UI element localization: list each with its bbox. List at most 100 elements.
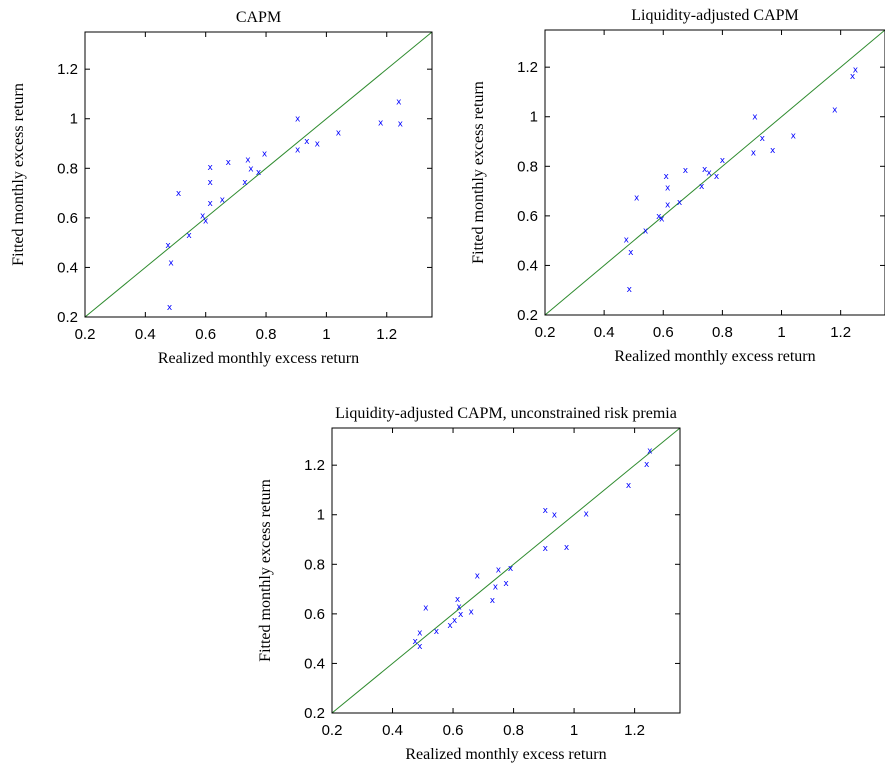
data-point: x (508, 564, 514, 574)
data-point: x (168, 258, 174, 268)
data-point: x (853, 66, 859, 76)
y-tick-label: 1.2 (517, 59, 538, 76)
data-point: x (584, 510, 590, 520)
data-point: x (458, 610, 464, 620)
x-tick-label: 0.8 (712, 324, 733, 341)
x-axis-label: Realized monthly excess return (405, 746, 606, 763)
y-tick-label: 0.6 (517, 208, 538, 225)
data-point: x (503, 579, 509, 589)
data-point: x (552, 511, 558, 521)
y-tick-label: 1.2 (57, 61, 78, 78)
data-point: x (220, 195, 226, 205)
data-point: x (456, 602, 462, 612)
y-axis-label: Fitted monthly excess return (470, 81, 487, 264)
data-point: x (378, 118, 384, 128)
data-point: x (295, 146, 301, 156)
data-point: x (624, 235, 630, 245)
data-point: x (664, 172, 670, 182)
data-point: x (423, 604, 429, 614)
x-tick-label: 0.6 (195, 326, 216, 343)
data-point: x (496, 565, 502, 575)
data-point: x (751, 149, 757, 159)
chart-title: CAPM (236, 9, 281, 26)
data-point: x (208, 163, 214, 173)
y-tick-label: 1 (70, 111, 78, 128)
plot-frame (544, 29, 885, 316)
data-point: x (850, 72, 856, 82)
data-point: x (455, 595, 461, 605)
data-point: x (752, 113, 758, 123)
x-tick-label: 0.4 (594, 324, 615, 341)
data-point: x (760, 134, 766, 144)
data-point: x (543, 506, 549, 516)
data-point: x (643, 227, 649, 237)
y-tick-label: 0.2 (304, 705, 325, 722)
x-tick-label: 0.4 (135, 326, 156, 343)
data-point: x (452, 616, 458, 626)
data-point: x (656, 212, 662, 222)
data-point: x (200, 211, 206, 221)
data-point: x (475, 571, 481, 581)
data-point: x (647, 446, 653, 456)
reference-line (544, 29, 885, 316)
plot-frame (331, 427, 681, 714)
data-point: x (256, 168, 262, 178)
data-point: x (262, 149, 268, 159)
x-tick-label: 1.2 (624, 722, 645, 739)
chart-title: Liquidity-adjusted CAPM (631, 7, 799, 24)
x-tick-label: 1.2 (830, 324, 851, 341)
data-point: x (208, 178, 214, 188)
y-tick-label: 0.4 (57, 259, 78, 276)
data-point: x (665, 183, 671, 193)
data-point: x (413, 637, 419, 647)
data-point: x (677, 198, 683, 208)
data-point: x (634, 193, 640, 203)
data-point: x (832, 105, 838, 115)
reference-line (331, 427, 681, 714)
data-point: x (720, 156, 726, 166)
y-tick-label: 1 (317, 507, 325, 524)
data-point: x (165, 241, 171, 251)
data-point: x (295, 115, 301, 125)
data-point: x (493, 583, 499, 593)
data-point: x (398, 120, 404, 130)
x-tick-label: 0.4 (382, 722, 403, 739)
data-point: x (714, 172, 720, 182)
data-point: x (304, 137, 310, 147)
x-tick-label: 1 (570, 722, 578, 739)
data-point: x (176, 189, 182, 199)
y-tick-label: 0.2 (517, 307, 538, 324)
data-point: x (186, 231, 192, 241)
data-point: x (469, 607, 475, 617)
x-tick-label: 1 (322, 326, 330, 343)
x-tick-label: 0.6 (443, 722, 464, 739)
chart-panel-1: 0.2 0.4 0.6 0.8 1 1.2 0.2 0.4 0.6 0.8 1 1.2 CAPM Real… (10, 9, 433, 367)
chart-panel-2: 0.2 0.4 0.6 0.8 1 1.2 0.2 0.4 0.6 0.8 1 1.2 Liquidit… (470, 7, 885, 365)
data-point: x (659, 214, 665, 224)
x-axis-label: Realized monthly excess return (614, 348, 815, 365)
x-tick-label: 0.8 (503, 722, 524, 739)
x-tick-label: 0.2 (322, 722, 343, 739)
reference-line (84, 31, 433, 318)
y-tick-label: 0.8 (57, 160, 78, 177)
data-point: x (627, 285, 633, 295)
data-point: x (683, 166, 689, 176)
x-tick-label: 0.6 (653, 324, 674, 341)
data-point: x (245, 156, 251, 166)
data-point: x (628, 248, 634, 258)
data-point: x (490, 596, 496, 606)
data-point: x (396, 97, 402, 107)
chart-panel-3: 0.2 0.4 0.6 0.8 1 1.2 0.2 0.4 0.6 0.8 1 1.2 Liquidit… (257, 405, 681, 763)
data-point: x (226, 158, 232, 168)
data-point: x (644, 460, 650, 470)
data-point: x (434, 627, 440, 637)
data-point: x (706, 169, 712, 179)
x-tick-label: 0.2 (75, 326, 96, 343)
chart-title: Liquidity-adjusted CAPM, unconstrained r… (335, 405, 677, 422)
y-tick-label: 1.2 (304, 457, 325, 474)
y-tick-label: 0.6 (304, 606, 325, 623)
data-point: x (665, 201, 671, 211)
y-tick-label: 0.8 (304, 556, 325, 573)
y-tick-label: 0.8 (517, 158, 538, 175)
